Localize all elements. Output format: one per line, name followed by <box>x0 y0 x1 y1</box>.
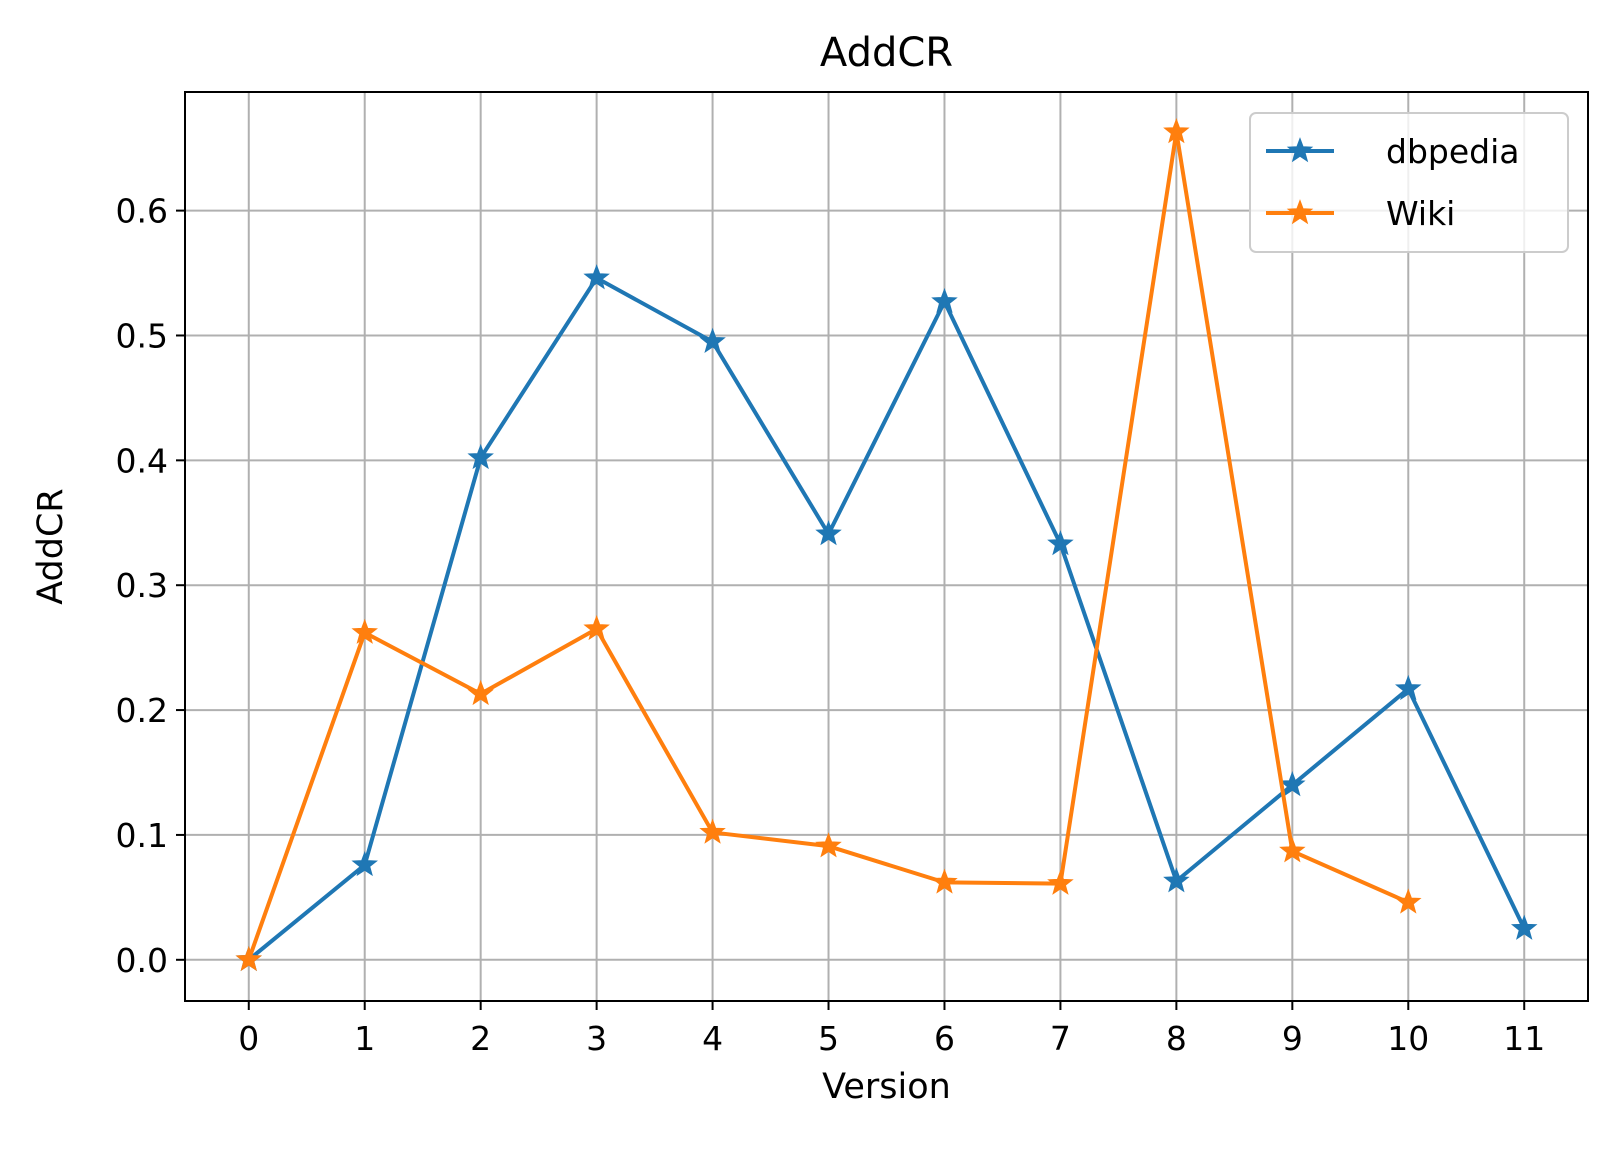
y-tick-label: 0.1 <box>116 816 168 855</box>
x-tick-label: 8 <box>1166 1019 1187 1058</box>
legend-label: dbpedia <box>1386 132 1519 171</box>
plot-frame <box>184 91 1589 1002</box>
data-point-star <box>1163 118 1190 144</box>
legend-item-dbpedia: dbpedia <box>1266 132 1519 171</box>
x-tick-label: 0 <box>238 1019 259 1058</box>
series-line <box>247 276 1527 962</box>
axis-ticks: 0 1 2 3 4 5 6 7 8 9 10 11 0.0 0.1 0.2 0.3 0.4 0.5 0.6 <box>116 192 1546 1058</box>
y-tick-label: 0.6 <box>116 192 168 231</box>
data-point-star <box>1163 867 1190 893</box>
legend-swatch-star <box>1286 137 1314 163</box>
x-axis-label: Version <box>822 1067 951 1107</box>
data-point-star <box>583 614 610 641</box>
data-point-star <box>699 327 726 353</box>
y-tick-label: 0.3 <box>116 566 168 605</box>
x-tick-label: 9 <box>1282 1019 1303 1058</box>
x-tick-label: 3 <box>586 1019 607 1058</box>
data-point-star <box>1395 674 1422 701</box>
data-point-star <box>1510 914 1538 940</box>
data-point-star <box>351 850 378 877</box>
y-tick-label: 0.0 <box>116 941 168 980</box>
y-axis-label: AddCR <box>31 488 71 605</box>
data-point-star <box>931 287 958 314</box>
series-layer <box>235 118 1538 972</box>
data-point-star <box>1279 837 1306 863</box>
x-tick-label: 11 <box>1503 1019 1545 1058</box>
data-point-star <box>1047 530 1074 556</box>
data-point-star <box>815 520 842 546</box>
x-tick-label: 10 <box>1387 1019 1429 1058</box>
data-point-star <box>815 832 842 858</box>
x-tick-label: 4 <box>702 1019 723 1058</box>
x-tick-label: 2 <box>470 1019 491 1058</box>
y-tick-label: 0.2 <box>116 691 168 730</box>
legend-swatch-star <box>1286 199 1314 225</box>
data-point-star <box>351 618 378 644</box>
y-tick-label: 0.5 <box>116 316 168 355</box>
series-wiki <box>235 118 1422 972</box>
data-point-star <box>467 443 494 470</box>
x-tick-label: 7 <box>1050 1019 1071 1058</box>
x-tick-label: 5 <box>818 1019 839 1058</box>
y-tick-label: 0.4 <box>116 441 168 480</box>
legend: dbpedia Wiki <box>1249 112 1569 253</box>
x-tick-label: 6 <box>934 1019 955 1058</box>
data-point-star <box>931 868 958 894</box>
data-point-star <box>467 679 494 706</box>
data-point-star <box>1279 771 1306 797</box>
data-point-star <box>1047 869 1074 895</box>
data-point-star <box>1395 888 1422 914</box>
legend-box <box>1249 112 1569 253</box>
data-point-star <box>699 818 726 844</box>
legend-label: Wiki <box>1386 194 1455 233</box>
data-point-star <box>583 264 610 290</box>
x-tick-label: 1 <box>354 1019 375 1058</box>
legend-item-wiki: Wiki <box>1266 194 1455 233</box>
data-point-star <box>235 945 263 972</box>
chart-title: AddCR <box>820 30 953 76</box>
